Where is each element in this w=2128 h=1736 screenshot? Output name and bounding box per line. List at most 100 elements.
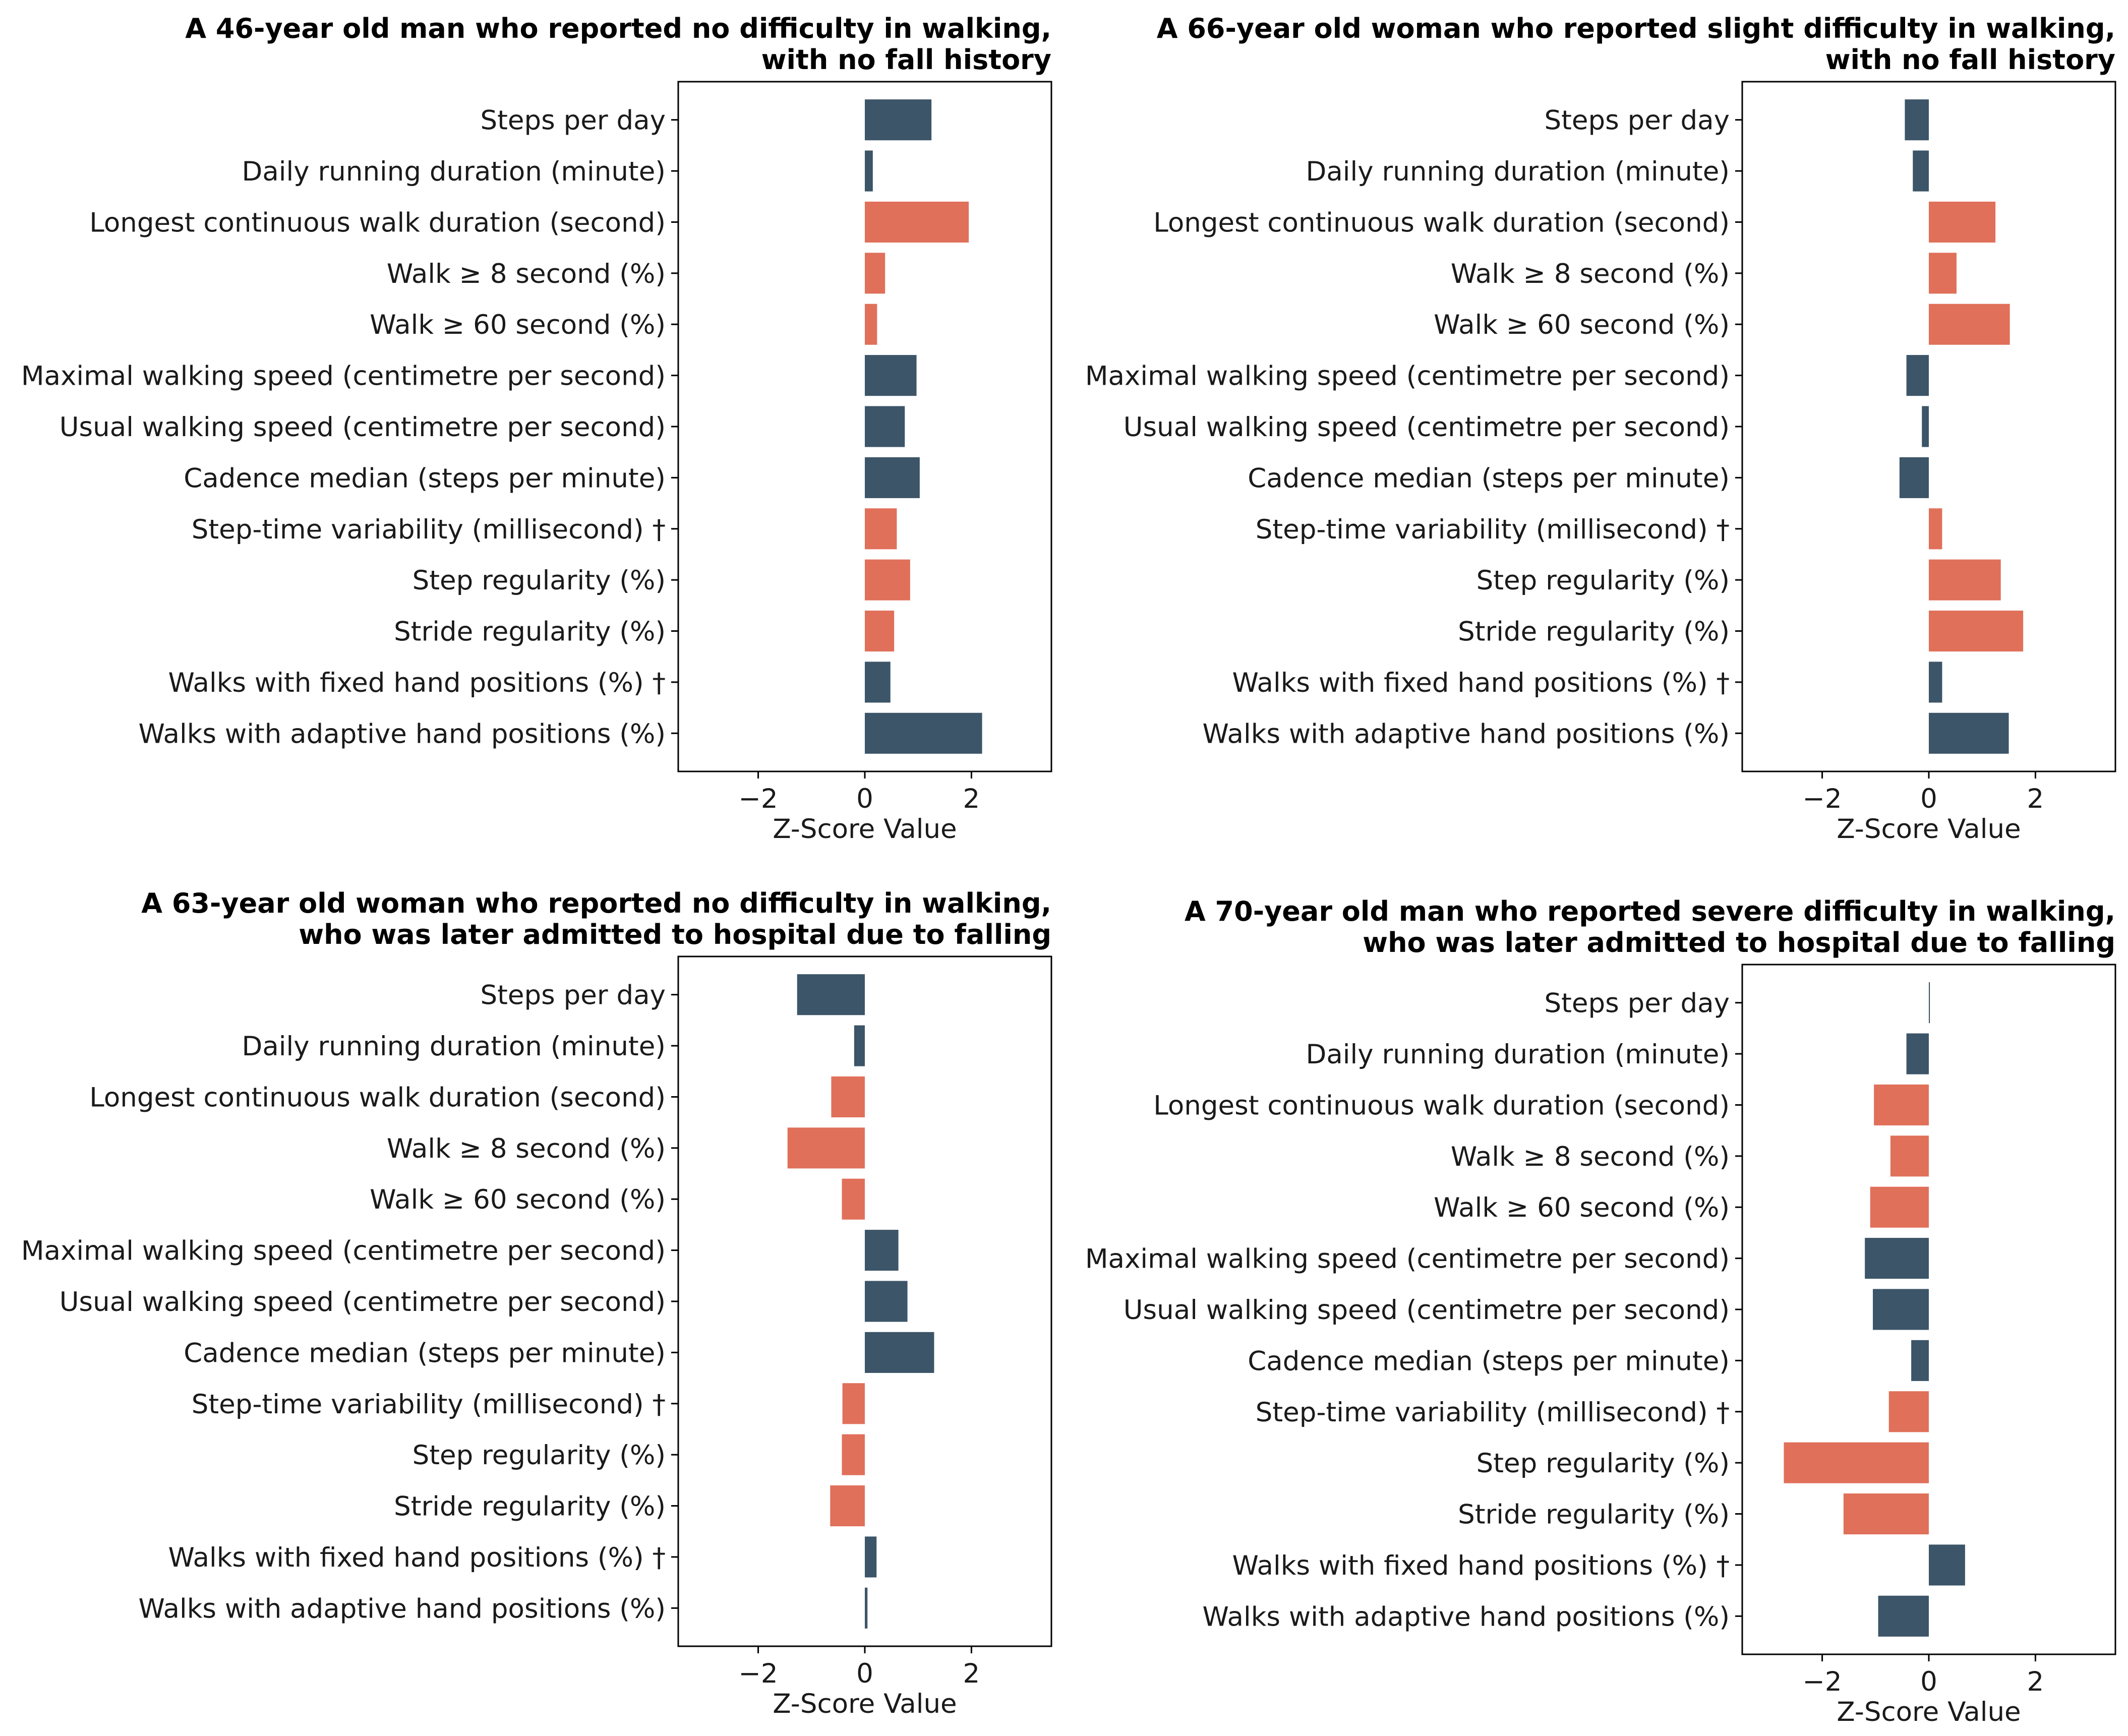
bar [865, 406, 905, 447]
category-label: Step-time variability (millisecond) † [1256, 1397, 1730, 1428]
bar [1913, 150, 1929, 192]
category-label: Walks with adaptive hand positions (%) [1203, 719, 1730, 749]
category-label: Steps per day [480, 105, 666, 136]
category-label: Daily running duration (minute) [1306, 156, 1730, 187]
bar [1890, 1135, 1929, 1177]
bar [842, 1434, 865, 1475]
bar [865, 1587, 868, 1629]
chart-title-line: with no fall history [1825, 44, 2115, 76]
bar [865, 610, 895, 652]
bar [865, 253, 885, 294]
bar [865, 712, 982, 754]
x-axis-label: Z-Score Value [1837, 1697, 2021, 1727]
category-label: Cadence median (steps per minute) [1248, 1346, 1730, 1376]
category-label: Longest continuous walk duration (second… [1153, 1090, 1730, 1121]
category-label: Step regularity (%) [1476, 1448, 1730, 1479]
bar [865, 99, 932, 141]
category-label: Longest continuous walk duration (second… [89, 207, 666, 238]
chart-panel-1: A 46-year old man who reported no diffic… [21, 13, 1052, 845]
bar [1929, 253, 1957, 294]
category-label: Walk ≥ 60 second (%) [1434, 1192, 1730, 1223]
x-tick-label: −2 [739, 1658, 778, 1689]
bar [865, 1332, 934, 1373]
x-tick-label: 0 [856, 784, 873, 814]
chart-title-line: A 70-year old man who reported severe di… [1185, 895, 2115, 927]
category-label: Walk ≥ 8 second (%) [387, 259, 666, 289]
bar [797, 974, 865, 1015]
category-label: Steps per day [1544, 988, 1730, 1019]
bar [1888, 1391, 1929, 1432]
bar [1929, 1544, 1965, 1586]
category-label: Walks with fixed hand positions (%) † [1232, 1550, 1730, 1581]
bar [1929, 201, 1996, 243]
bar [1870, 1186, 1929, 1228]
category-label: Maximal walking speed (centimetre per se… [1085, 1244, 1730, 1275]
chart-title-line: who was later admitted to hospital due t… [299, 919, 1051, 950]
bar [865, 508, 897, 550]
bar [1906, 355, 1929, 396]
x-tick-label: 2 [963, 1658, 980, 1689]
bar [865, 355, 917, 396]
bar [1929, 304, 2010, 345]
category-label: Step regularity (%) [1476, 565, 1730, 596]
x-tick-label: 0 [856, 1658, 873, 1689]
category-label: Step-time variability (millisecond) † [192, 514, 666, 545]
category-label: Walks with adaptive hand positions (%) [139, 1593, 666, 1624]
category-label: Usual walking speed (centimetre per seco… [60, 412, 666, 443]
bar [865, 1536, 877, 1578]
category-label: Steps per day [480, 980, 666, 1011]
category-label: Walks with adaptive hand positions (%) [139, 719, 666, 749]
category-label: Stride regularity (%) [394, 1491, 666, 1522]
category-label: Walks with adaptive hand positions (%) [1203, 1601, 1730, 1632]
category-label: Walk ≥ 8 second (%) [387, 1133, 666, 1164]
bar [842, 1383, 865, 1424]
chart-panel-3: A 63-year old woman who reported no diff… [21, 887, 1052, 1719]
x-tick-label: 2 [963, 784, 980, 814]
category-label: Walk ≥ 8 second (%) [1451, 1142, 1730, 1172]
x-tick-label: −2 [739, 784, 778, 814]
bar [1922, 406, 1929, 447]
category-label: Step-time variability (millisecond) † [1256, 514, 1730, 545]
bar [1878, 1595, 1929, 1637]
bar [1929, 508, 1942, 550]
bar [842, 1178, 865, 1220]
chart-title-line: A 66-year old woman who reported slight … [1157, 13, 2115, 44]
category-label: Stride regularity (%) [1458, 617, 1730, 647]
bar [865, 1230, 899, 1271]
chart-title-line: with no fall history [761, 44, 1051, 76]
bar [865, 559, 910, 601]
chart-panel-4: A 70-year old man who reported severe di… [1085, 895, 2116, 1727]
bar [1929, 712, 2009, 754]
category-label: Walks with fixed hand positions (%) † [168, 668, 666, 698]
bar [865, 457, 920, 498]
bar [1906, 1033, 1929, 1074]
category-label: Step regularity (%) [412, 565, 666, 596]
bar [865, 150, 873, 192]
x-axis-label: Z-Score Value [773, 814, 957, 845]
chart-title-line: A 63-year old woman who reported no diff… [141, 887, 1051, 919]
bar [1874, 1084, 1929, 1126]
x-tick-label: −2 [1803, 784, 1842, 814]
category-label: Walks with fixed hand positions (%) † [1232, 668, 1730, 698]
category-label: Daily running duration (minute) [242, 1031, 666, 1062]
bar [787, 1127, 865, 1169]
category-label: Step regularity (%) [412, 1440, 666, 1471]
bar [865, 304, 877, 345]
category-label: Daily running duration (minute) [242, 156, 666, 187]
bar [1929, 662, 1942, 703]
x-axis-label: Z-Score Value [773, 1689, 957, 1719]
bar [1865, 1238, 1929, 1279]
chart-panel-2: A 66-year old woman who reported slight … [1085, 13, 2116, 845]
category-label: Longest continuous walk duration (second… [1153, 207, 1730, 238]
category-label: Usual walking speed (centimetre per seco… [1124, 412, 1730, 443]
bar [1929, 559, 2001, 601]
category-label: Cadence median (steps per minute) [184, 1338, 666, 1368]
x-axis-label: Z-Score Value [1837, 814, 2021, 845]
chart-title-line: who was later admitted to hospital due t… [1363, 927, 2115, 959]
category-label: Steps per day [1544, 105, 1730, 136]
bar [865, 662, 891, 703]
category-label: Longest continuous walk duration (second… [89, 1082, 666, 1113]
bar [865, 201, 969, 243]
category-label: Stride regularity (%) [1458, 1500, 1730, 1530]
